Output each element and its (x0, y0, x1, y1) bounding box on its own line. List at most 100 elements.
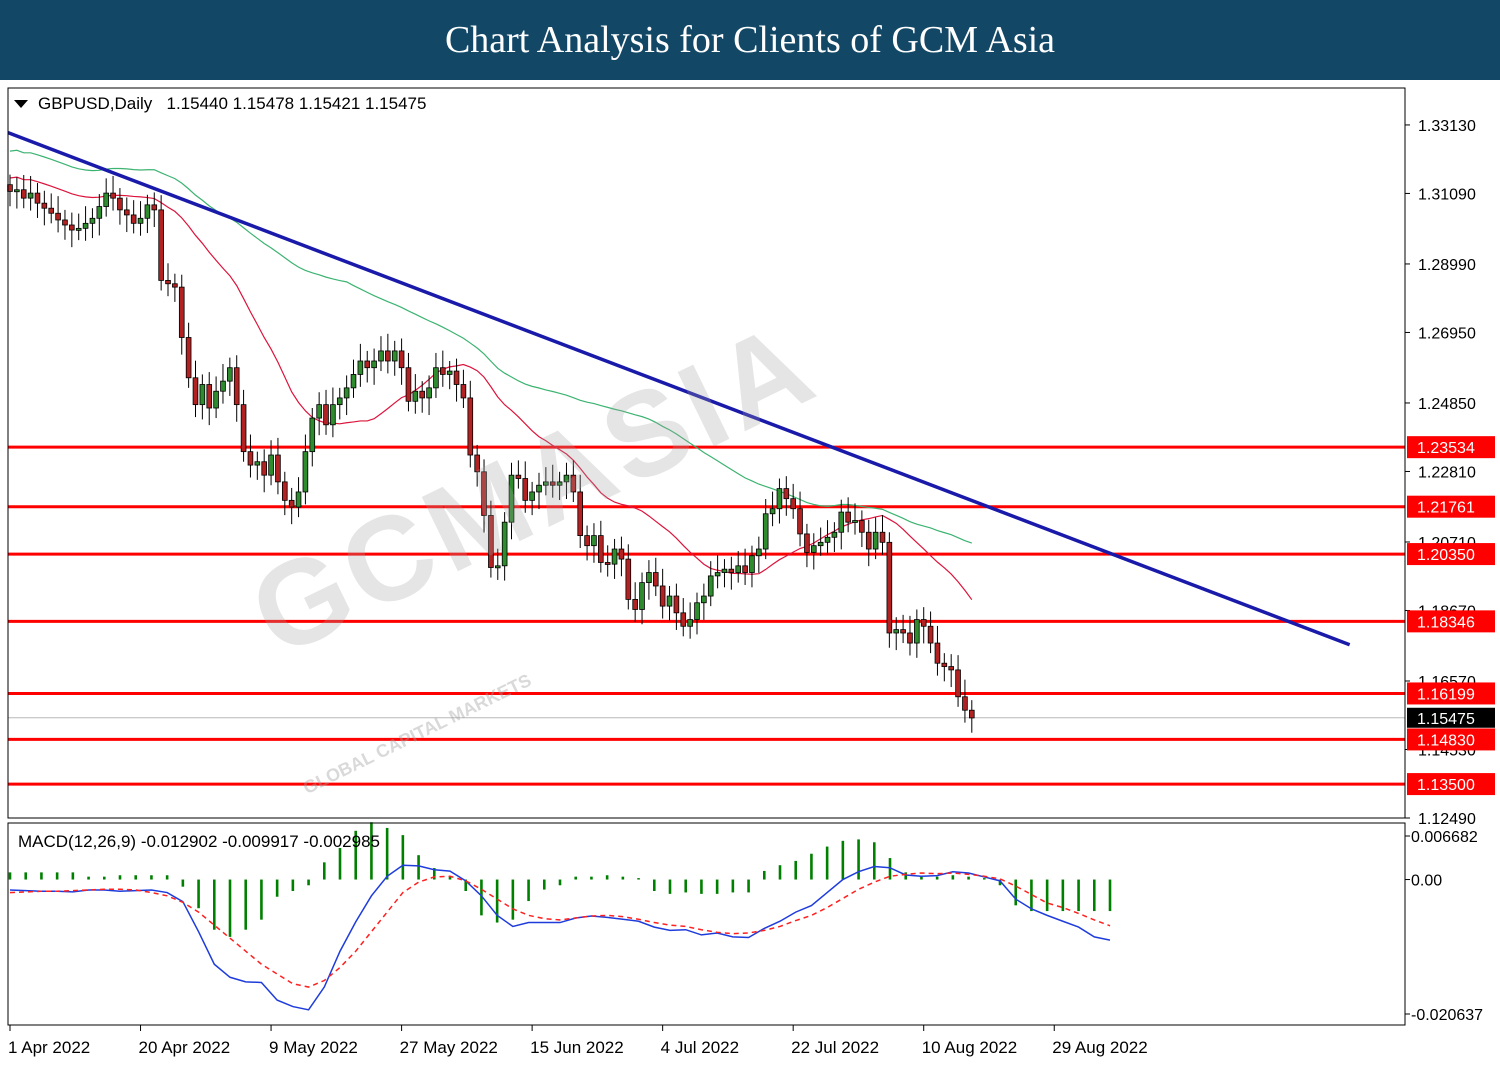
candle-body (247, 451, 254, 466)
price-tick-label: 1.22810 (1418, 464, 1476, 481)
candle-body (859, 520, 865, 533)
candle-body (962, 696, 968, 711)
candle-body (920, 619, 927, 627)
candle-body (419, 390, 425, 399)
candle-body (261, 461, 267, 476)
candle-body (151, 204, 158, 211)
candle-body (144, 204, 151, 219)
candle-body (288, 499, 295, 508)
candle-body (89, 217, 96, 224)
candle-body (254, 461, 261, 466)
date-tick-label: 4 Jul 2022 (661, 1038, 739, 1057)
candle-body (845, 511, 851, 523)
candle-body (130, 214, 137, 224)
candle-body (797, 508, 803, 535)
candle-body (810, 545, 817, 553)
candle-body (556, 481, 563, 486)
chart-area[interactable]: 1.33130 1.31090 1.28990 1.26950 1.24850 1.228… (0, 80, 1500, 1071)
candle-body (20, 189, 27, 199)
macd-tick-label: 0.00 (1411, 873, 1442, 890)
level-price-box (1407, 682, 1495, 705)
candle-body (82, 222, 89, 229)
candle-body (742, 565, 748, 573)
candle-body (123, 209, 130, 216)
candle-body (893, 629, 900, 634)
candle-body (687, 619, 693, 627)
candle-body (34, 192, 41, 204)
candle-body (48, 207, 55, 214)
candle-body (336, 397, 343, 406)
candle-body (446, 370, 453, 375)
candle-body (769, 508, 776, 515)
candle-body (646, 572, 652, 584)
candle-body (199, 384, 206, 406)
candle-body (330, 404, 336, 426)
date-tick-label: 10 Aug 2022 (922, 1038, 1017, 1057)
date-tick-label: 22 Jul 2022 (791, 1038, 879, 1057)
candle-body (309, 417, 316, 453)
price-tick-label: 1.24850 (1418, 396, 1476, 413)
candle-body (625, 558, 632, 600)
candle-body (707, 575, 714, 597)
level-price-box (1407, 610, 1495, 633)
banner: Chart Analysis for Clients of GCM Asia (0, 0, 1500, 80)
ohlc-values: 1.15440 1.15478 1.15421 1.15475 (166, 94, 427, 113)
level-price-box (1407, 436, 1495, 459)
candle-body (728, 568, 735, 573)
candle-body (206, 384, 213, 409)
moving-average-fast (9, 176, 973, 601)
level-price-label: 1.21761 (1417, 500, 1475, 517)
candle-body (391, 350, 398, 362)
candle-body (879, 531, 886, 543)
candle-body (831, 531, 838, 538)
candle-body (776, 488, 783, 510)
candle-body (701, 595, 707, 604)
candle-body (481, 471, 487, 516)
candle-body (55, 212, 61, 221)
candle-body (886, 541, 893, 634)
candle-body (474, 454, 480, 473)
candle-body (350, 374, 357, 389)
candle-body (659, 585, 666, 607)
price-tick-label: 1.12490 (1418, 811, 1476, 828)
date-tick-label: 15 Jun 2022 (530, 1038, 624, 1057)
level-price-label: 1.18346 (1417, 614, 1475, 631)
candle-body (96, 206, 103, 219)
dropdown-arrow-icon[interactable] (14, 100, 28, 108)
candle-body (549, 481, 556, 486)
candle-body (281, 481, 288, 501)
candle-body (371, 360, 377, 369)
candle-body (762, 513, 769, 550)
candle-body (817, 541, 824, 547)
level-price-box (1407, 773, 1495, 796)
candle-body (494, 565, 501, 569)
candle-body (955, 669, 961, 698)
candle-body (673, 595, 680, 614)
candle-body (604, 562, 611, 565)
moving-average-slow (9, 149, 972, 544)
candle-body (618, 548, 625, 560)
candle-body (117, 197, 123, 211)
candle-body (639, 582, 645, 610)
level-price-box (1407, 495, 1495, 518)
candle-body (680, 612, 687, 627)
candle-body (41, 202, 48, 209)
price-tick-label: 1.31090 (1418, 186, 1476, 203)
candle-body (69, 224, 75, 231)
candle-body (316, 404, 322, 419)
candle-body (412, 390, 419, 402)
candle-body (969, 709, 975, 719)
candle-body (172, 283, 178, 288)
macd-header: MACD(12,26,9) -0.012902 -0.009917 -0.002… (18, 832, 380, 852)
candle-body (364, 360, 371, 369)
level-price-label: 1.13500 (1417, 777, 1475, 794)
price-tick-label: 1.33130 (1418, 118, 1476, 135)
candle-body (460, 384, 467, 399)
candle-body (577, 491, 584, 537)
candle-body (405, 367, 412, 402)
candle-body (756, 548, 762, 557)
candle-body (488, 515, 494, 568)
candle-body (240, 404, 247, 453)
date-tick-label: 29 Aug 2022 (1052, 1038, 1147, 1057)
candle-body (941, 662, 948, 667)
